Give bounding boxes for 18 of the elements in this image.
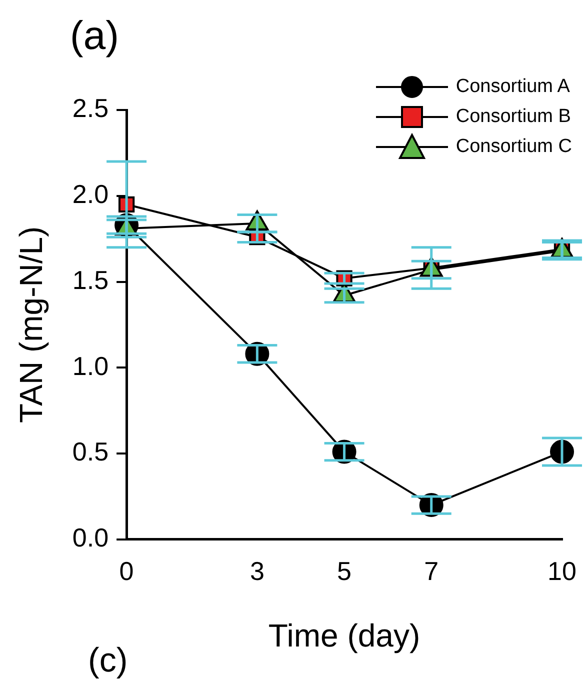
x-tick-label: 5 bbox=[337, 556, 352, 586]
y-axis-title: TAN (mg-N/L) bbox=[13, 226, 50, 424]
y-tick-label: 0.0 bbox=[72, 522, 109, 553]
x-axis-title: Time (day) bbox=[268, 618, 420, 654]
legend-label: Consortium C bbox=[456, 136, 572, 158]
x-tick-label: 0 bbox=[119, 556, 134, 586]
x-tick-label: 10 bbox=[548, 556, 576, 586]
x-tick-label: 3 bbox=[250, 556, 264, 586]
y-tick-label: 1.5 bbox=[72, 264, 109, 295]
legend-label: Consortium B bbox=[456, 106, 571, 128]
y-tick-label: 2.5 bbox=[72, 93, 109, 124]
text: (a) bbox=[70, 14, 119, 58]
text: (c) bbox=[88, 641, 128, 680]
x-tick-label: 7 bbox=[424, 556, 439, 586]
y-tick-label: 0.5 bbox=[72, 436, 109, 467]
legend-label: Consortium A bbox=[456, 76, 570, 98]
y-tick-label: 1.0 bbox=[72, 350, 109, 381]
y-tick-label: 2.0 bbox=[72, 179, 109, 210]
